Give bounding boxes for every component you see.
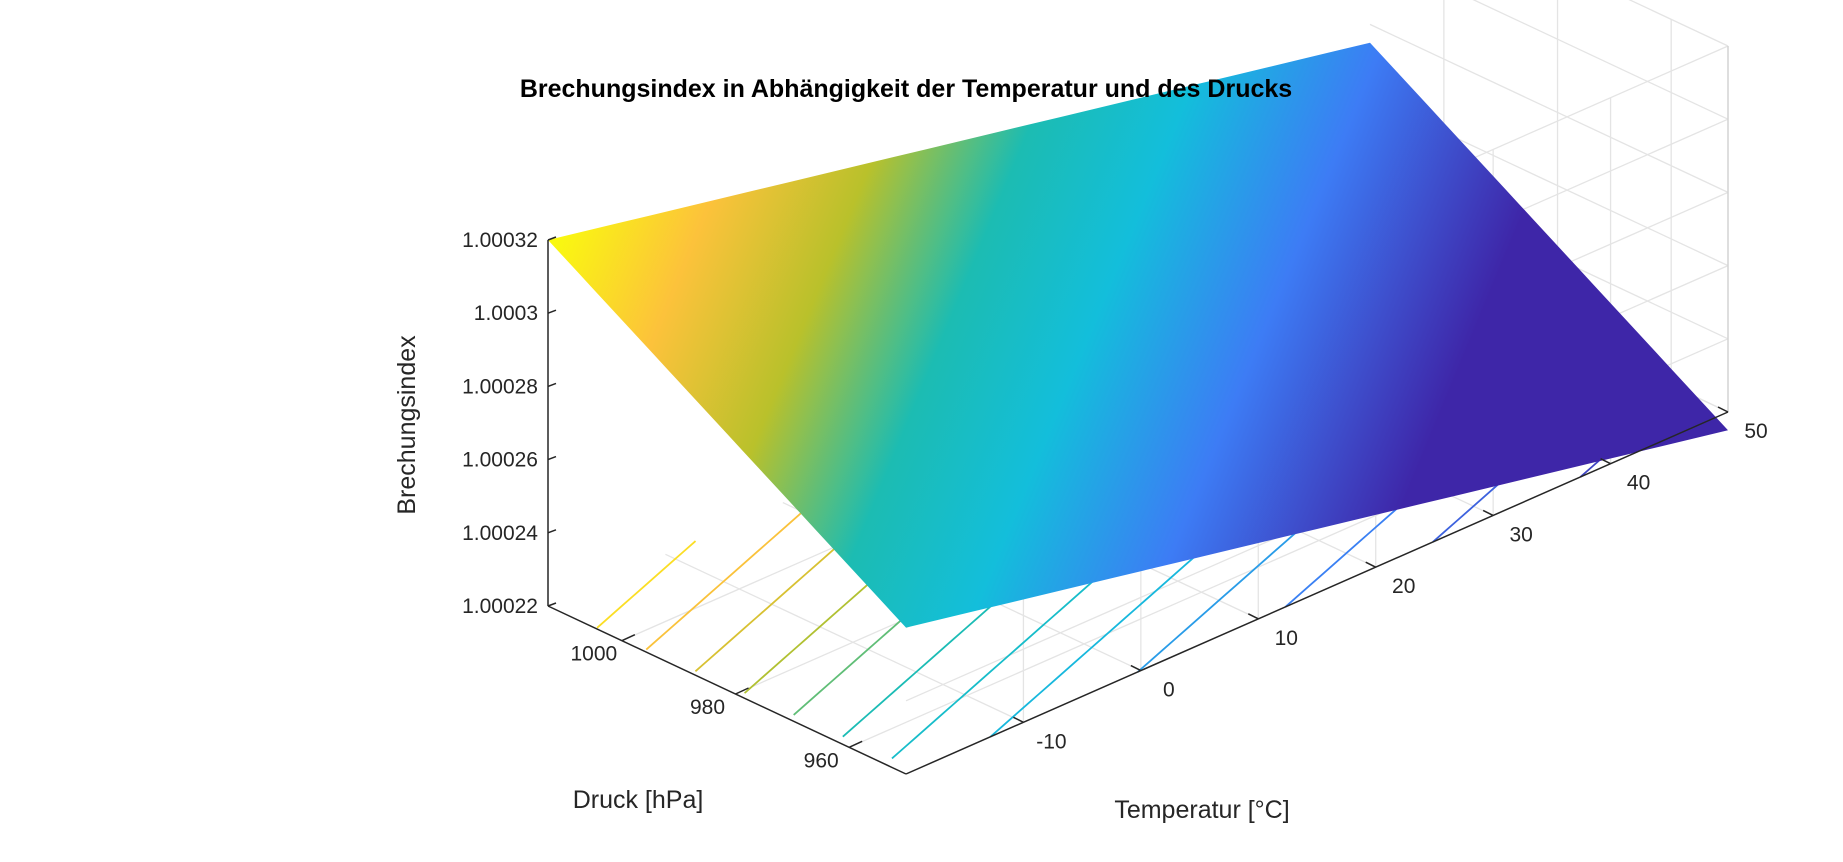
- gridline-z-sidewall: [1472, 0, 1729, 120]
- x-tick-mark: [1365, 561, 1377, 568]
- z-tick-label: 1.00022: [462, 595, 538, 618]
- y-tick-label: 1000: [571, 643, 618, 666]
- z-tick-label: 1.00028: [462, 375, 538, 398]
- x-tick-mark: [1013, 716, 1024, 723]
- z-tick-mark: [547, 529, 557, 534]
- z-tick-mark: [547, 455, 557, 461]
- surface-mesh: [548, 42, 1728, 628]
- x-tick-label: 50: [1744, 420, 1767, 443]
- z-tick-mark: [547, 382, 557, 388]
- z-tick-mark: [547, 602, 557, 607]
- z-tick-mark: [547, 236, 557, 241]
- x-axis-line: [905, 411, 1729, 775]
- gridline-z-sidewall: [1628, 0, 1729, 47]
- y-axis-line: [547, 605, 907, 775]
- z-tick-mark: [547, 309, 557, 314]
- y-axis-label: Druck [hPa]: [573, 786, 704, 814]
- z-tick-label: 1.00026: [462, 449, 538, 472]
- x-tick-label: 10: [1275, 627, 1298, 650]
- y-tick-label: 980: [690, 696, 725, 719]
- contour-line: [596, 540, 697, 629]
- z-tick-label: 1.00032: [462, 229, 538, 252]
- z-axis-label: Brechungsindex: [393, 335, 421, 515]
- z-tick-label: 1.00024: [462, 522, 538, 545]
- y-tick-mark: [848, 740, 863, 749]
- x-tick-label: -10: [1036, 730, 1066, 753]
- y-tick-mark: [735, 687, 749, 695]
- y-tick-mark: [621, 633, 636, 642]
- x-tick-label: 0: [1163, 679, 1175, 702]
- x-tick-label: 40: [1627, 472, 1650, 495]
- chart-title: Brechungsindex in Abhängigkeit der Tempe…: [520, 75, 1292, 103]
- x-tick-label: 20: [1392, 575, 1415, 598]
- x-axis-label: Temperatur [°C]: [1114, 796, 1289, 824]
- x-tick-mark: [1717, 406, 1729, 413]
- x-tick-label: 30: [1509, 523, 1532, 546]
- gridline-z-sidewall: [1369, 23, 1729, 193]
- x-tick-mark: [1482, 509, 1494, 517]
- y-tick-label: 960: [804, 749, 839, 772]
- x-tick-mark: [1130, 664, 1142, 672]
- x-tick-mark: [1247, 613, 1259, 620]
- x-tick-mark: [1600, 458, 1611, 465]
- z-tick-label: 1.0003: [474, 302, 538, 325]
